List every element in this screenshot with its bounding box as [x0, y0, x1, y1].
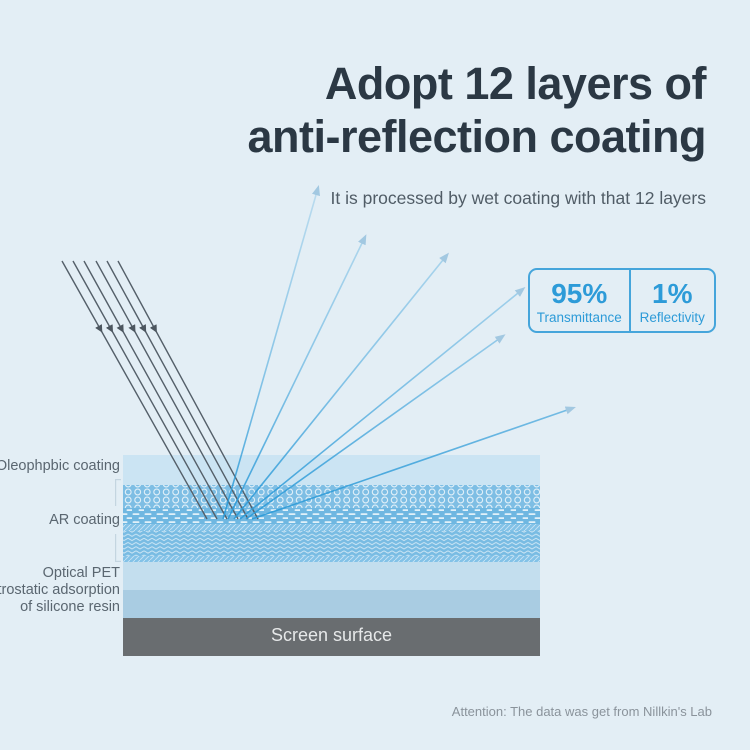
label-electrostatic-line2: of silicone resin	[20, 598, 120, 615]
label-ar-coating: AR coating	[49, 512, 120, 528]
page-title-line2: anti-reflection coating	[247, 111, 706, 162]
page-title: Adopt 12 layers of anti-reflection coati…	[247, 57, 706, 163]
label-screen-surface: Screen surface	[270, 625, 393, 645]
coating-stack	[123, 455, 540, 656]
page-subtitle: It is processed by wet coating with that…	[330, 188, 706, 208]
layer-oleophobic-rect	[123, 455, 540, 485]
reflectivity-label: Reflectivity	[639, 309, 705, 325]
label-electrostatic-adsorption: Electrostatic adsorption of silicone res…	[0, 582, 120, 615]
label-electrostatic-line1: Electrostatic adsorption	[0, 582, 120, 598]
ar-rings-pattern	[123, 485, 540, 508]
attention-note: Attention: The data was get from Nillkin…	[451, 704, 712, 719]
ar-chevron-pattern	[123, 531, 540, 556]
stat-reflectivity: 1% Reflectivity	[628, 270, 714, 331]
layer-pet-rect	[123, 562, 540, 590]
ar-dashes-pattern	[123, 508, 540, 524]
ar-coating-bracket	[115, 479, 121, 562]
transmittance-label: Transmittance	[536, 309, 622, 325]
label-optical-pet: Optical PET	[42, 565, 120, 581]
stats-box: 95% Transmittance 1% Reflectivity	[528, 268, 716, 333]
ar-diagonal-pattern-bottom	[123, 556, 540, 562]
label-oleophobic-coating: Oleophpbic coating	[0, 458, 120, 474]
incoming-light-rays	[61, 260, 259, 520]
stat-transmittance: 95% Transmittance	[530, 270, 629, 331]
reflectivity-value: 1%	[652, 277, 693, 309]
reflected-light-rays	[222, 185, 576, 520]
layer-electrostatic-rect	[123, 590, 540, 618]
transmittance-value: 95%	[551, 277, 608, 309]
ar-diagonal-pattern-top	[123, 524, 540, 531]
page-title-line1: Adopt 12 layers of	[324, 58, 707, 109]
screen-surface-bar	[123, 618, 540, 656]
